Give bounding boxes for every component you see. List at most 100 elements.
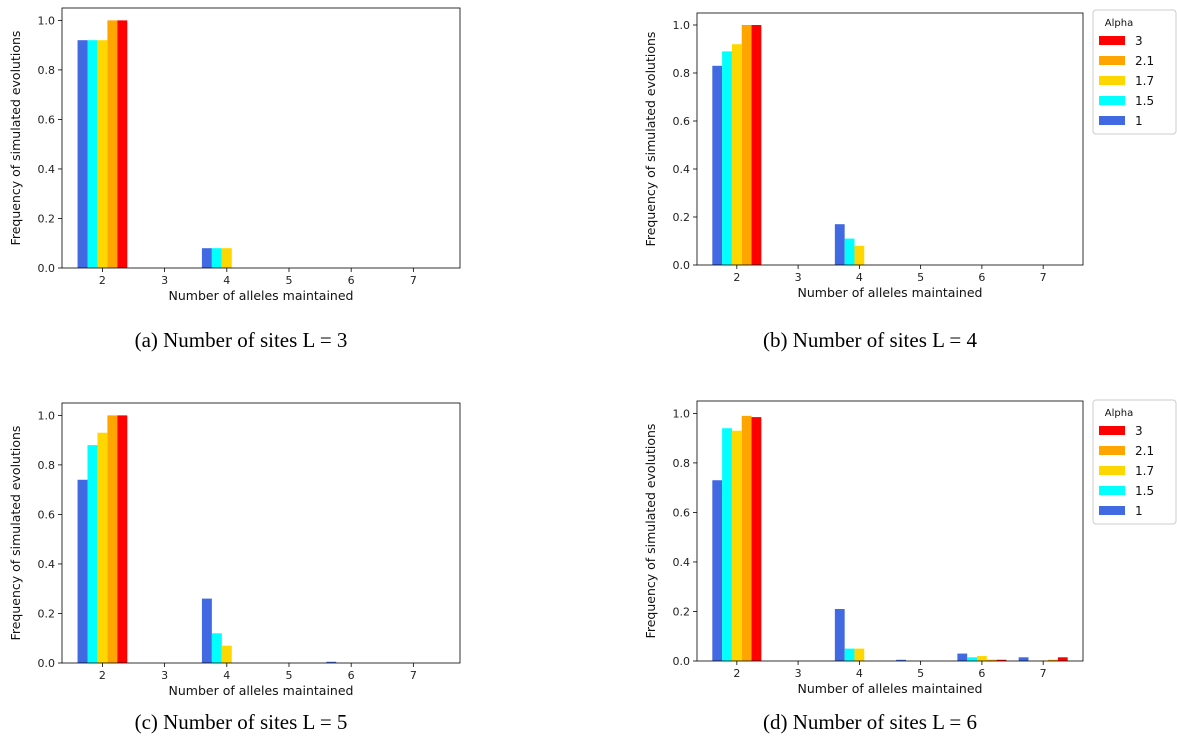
- y-tick-label: 0.0: [38, 657, 56, 670]
- legend-swatch: [1099, 116, 1125, 125]
- y-tick-label: 1.0: [38, 409, 56, 422]
- legend-swatch: [1099, 56, 1125, 65]
- caption: (b) Number of sites L = 4: [763, 328, 978, 352]
- bar: [77, 479, 88, 663]
- legend-title: Alpha: [1105, 18, 1133, 29]
- y-tick-label: 0.2: [38, 212, 56, 225]
- x-tick-label: 2: [99, 274, 106, 287]
- y-tick-label: 0.0: [38, 262, 56, 275]
- bar: [896, 659, 906, 661]
- bar: [854, 245, 865, 265]
- x-tick-label: 7: [410, 669, 417, 682]
- bar: [117, 20, 128, 269]
- axes-frame: [696, 12, 1084, 266]
- x-tick-label: 4: [856, 271, 863, 284]
- bar: [201, 598, 212, 663]
- legend-label: 3: [1135, 34, 1143, 48]
- bar: [712, 65, 723, 265]
- bar: [731, 430, 742, 661]
- bar: [712, 480, 723, 661]
- bar: [221, 645, 232, 663]
- x-tick-label: 6: [348, 274, 355, 287]
- x-tick-label: 4: [223, 274, 230, 287]
- x-tick-label: 6: [978, 271, 985, 284]
- bar: [741, 25, 752, 265]
- axes-frame: [696, 400, 1084, 662]
- bar: [844, 238, 855, 265]
- bar: [117, 415, 128, 663]
- bar: [986, 659, 997, 661]
- x-tick-label: 3: [161, 669, 168, 682]
- y-tick-label: 0.4: [673, 556, 691, 569]
- x-tick-label: 5: [917, 271, 924, 284]
- bar: [1048, 659, 1058, 661]
- x-tick-label: 5: [285, 669, 292, 682]
- legend-label: 3: [1135, 424, 1143, 438]
- legend-label: 1.5: [1135, 484, 1154, 498]
- y-tick-label: 0.2: [673, 605, 691, 618]
- legend-label: 1: [1135, 114, 1143, 128]
- legend-swatch: [1099, 466, 1125, 475]
- bar: [967, 657, 978, 661]
- y-tick-label: 1.0: [38, 14, 56, 27]
- x-axis-label: Number of alleles maintained: [798, 681, 983, 696]
- legend-label: 2.1: [1135, 444, 1154, 458]
- bar: [957, 653, 968, 661]
- legend-swatch: [1099, 446, 1125, 455]
- bar: [1018, 657, 1029, 661]
- bar: [107, 20, 118, 269]
- y-tick-label: 1.0: [673, 19, 691, 32]
- y-tick-label: 0.0: [673, 259, 691, 272]
- y-tick-label: 0.8: [38, 64, 56, 77]
- x-tick-label: 7: [1040, 271, 1047, 284]
- bar: [996, 659, 1007, 661]
- x-tick-label: 3: [161, 274, 168, 287]
- y-tick-label: 0.2: [38, 607, 56, 620]
- axes-frame: [61, 7, 461, 269]
- bar: [201, 248, 212, 268]
- caption: (d) Number of sites L = 6: [763, 710, 977, 734]
- y-axis-label: Frequency of simulated evolutions: [643, 424, 658, 639]
- bar: [211, 633, 222, 663]
- x-tick-label: 3: [795, 667, 802, 680]
- y-tick-label: 0.8: [673, 457, 691, 470]
- y-tick-label: 0.4: [673, 163, 691, 176]
- bar: [834, 224, 845, 265]
- bar: [107, 415, 118, 663]
- legend-label: 2.1: [1135, 54, 1154, 68]
- y-tick-label: 0.6: [38, 508, 56, 521]
- bar: [731, 44, 742, 266]
- bar: [722, 428, 732, 661]
- bar: [87, 445, 98, 663]
- x-axis-label: Number of alleles maintained: [169, 683, 354, 698]
- x-tick-label: 7: [1040, 667, 1047, 680]
- bar: [97, 40, 108, 268]
- bar: [751, 25, 762, 265]
- bar: [741, 415, 752, 661]
- bar: [751, 417, 762, 661]
- legend-label: 1.5: [1135, 94, 1154, 108]
- legend-label: 1.7: [1135, 464, 1154, 478]
- legend-swatch: [1099, 36, 1125, 45]
- x-tick-label: 4: [223, 669, 230, 682]
- y-tick-label: 0.2: [673, 211, 691, 224]
- x-tick-label: 7: [410, 274, 417, 287]
- bar: [1057, 657, 1068, 661]
- y-tick-label: 0.4: [38, 163, 56, 176]
- bar: [844, 648, 855, 661]
- legend-label: 1.7: [1135, 74, 1154, 88]
- bar: [854, 648, 865, 661]
- bar: [87, 40, 98, 268]
- y-tick-label: 0.8: [673, 67, 691, 80]
- legend-swatch: [1099, 426, 1125, 435]
- caption: (a) Number of sites L = 3: [135, 328, 348, 352]
- bar: [77, 40, 88, 268]
- x-tick-label: 3: [795, 271, 802, 284]
- y-axis-label: Frequency of simulated evolutions: [643, 32, 658, 247]
- x-tick-label: 6: [978, 667, 985, 680]
- x-axis-label: Number of alleles maintained: [798, 285, 983, 300]
- y-tick-label: 0.6: [673, 506, 691, 519]
- bar: [977, 656, 987, 661]
- bar: [221, 248, 232, 268]
